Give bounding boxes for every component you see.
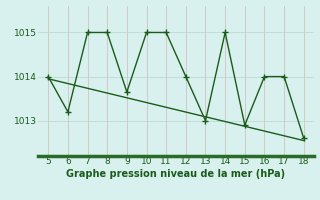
X-axis label: Graphe pression niveau de la mer (hPa): Graphe pression niveau de la mer (hPa) bbox=[67, 169, 285, 179]
